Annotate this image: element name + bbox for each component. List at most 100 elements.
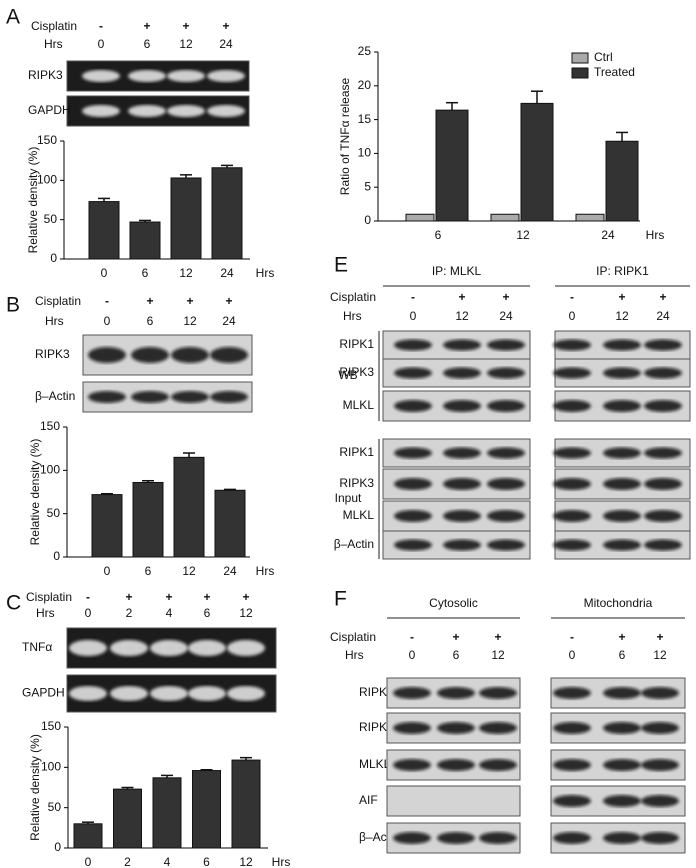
row-label: RIPK3 — [339, 476, 374, 490]
blot-band — [443, 478, 481, 490]
blot-band — [207, 70, 245, 82]
blot-band — [110, 640, 148, 656]
blot-band — [603, 759, 641, 771]
row-label: MLKL — [343, 398, 375, 412]
y-axis-label: Relative density (%) — [28, 439, 42, 546]
blot-band — [394, 367, 432, 379]
time-value: 12 — [491, 648, 505, 662]
blot-band — [641, 722, 679, 734]
blot-band — [487, 447, 525, 459]
bar — [520, 102, 554, 222]
bar — [132, 481, 164, 558]
treatment-sign: + — [182, 19, 189, 33]
blot-band — [443, 339, 481, 351]
time-value: 24 — [656, 309, 670, 323]
blot-band — [393, 832, 431, 844]
x-unit: Hrs — [272, 855, 291, 868]
blot-band — [227, 640, 265, 656]
blot-band — [644, 539, 682, 551]
blot-band — [210, 391, 248, 403]
blot-band — [644, 367, 682, 379]
blot-band — [188, 640, 226, 656]
time-label: Hrs — [44, 37, 63, 51]
blot-band — [394, 539, 432, 551]
time-label: Hrs — [36, 606, 55, 620]
bar — [173, 456, 205, 558]
y-axis-label: Relative density (%) — [28, 734, 42, 841]
blot-band — [641, 795, 679, 807]
time-value: 12 — [615, 309, 629, 323]
blot-band — [69, 640, 107, 656]
blot-band — [393, 687, 431, 699]
blot-band — [644, 339, 682, 351]
y-tick-label: 0 — [53, 549, 60, 563]
y-tick-label: 150 — [41, 719, 61, 733]
blot-band — [479, 832, 517, 844]
bar — [405, 213, 435, 222]
time-label: Hrs — [343, 309, 362, 323]
blot-band — [128, 70, 166, 82]
x-tick-label: 12 — [179, 266, 193, 280]
treatment-sign: - — [99, 19, 103, 33]
time-value: 2 — [126, 606, 133, 620]
x-tick-label: 24 — [223, 564, 237, 578]
row-label: β–Actin — [35, 389, 75, 403]
treatment-sign: + — [452, 630, 459, 644]
y-axis-label: Relative density (%) — [26, 147, 40, 254]
y-tick-label: 100 — [40, 463, 60, 477]
legend-label: Treated — [594, 65, 635, 79]
legend-label: Ctrl — [594, 50, 613, 64]
treatment-sign: + — [203, 590, 210, 604]
blot-band — [128, 105, 166, 117]
panel-letter: F — [334, 588, 347, 611]
row-label: RIPK1 — [359, 720, 394, 734]
y-tick-label: 0 — [364, 213, 371, 227]
blot-band — [487, 510, 525, 522]
blot-band — [437, 722, 475, 734]
blot-band — [394, 447, 432, 459]
x-tick-label: 2 — [124, 855, 131, 868]
treatment-label: Cisplatin — [330, 630, 376, 644]
x-unit: Hrs — [256, 564, 275, 578]
group-title: Mitochondria — [584, 596, 653, 610]
blot-band — [394, 478, 432, 490]
blot-band — [110, 686, 148, 701]
row-label: MLKL — [343, 508, 375, 522]
x-unit: Hrs — [646, 228, 665, 242]
blot-band — [227, 686, 265, 701]
blot-band — [644, 510, 682, 522]
treatment-sign: - — [570, 290, 574, 304]
treatment-sign: + — [222, 19, 229, 33]
legend-swatch — [571, 52, 589, 64]
panel-letter: B — [6, 294, 20, 317]
x-tick-label: 12 — [239, 855, 253, 868]
x-unit: Hrs — [256, 266, 275, 280]
row-label: GAPDH — [28, 103, 71, 117]
time-value: 6 — [147, 314, 154, 328]
y-tick-label: 50 — [48, 800, 62, 814]
treatment-sign: + — [618, 630, 625, 644]
bar — [152, 777, 182, 849]
x-tick-label: 24 — [220, 266, 234, 280]
blot-band — [603, 339, 641, 351]
blot-band — [553, 832, 591, 844]
treatment-sign: + — [165, 590, 172, 604]
blot-band — [393, 759, 431, 771]
time-value: 24 — [219, 37, 233, 51]
blot-band — [393, 722, 431, 734]
blot-band — [487, 539, 525, 551]
treatment-label: Cisplatin — [26, 590, 72, 604]
time-value: 12 — [239, 606, 253, 620]
bar — [435, 109, 469, 222]
treatment-sign: + — [656, 630, 663, 644]
y-tick-label: 150 — [37, 133, 57, 147]
blot-band — [437, 759, 475, 771]
blot-band — [553, 687, 591, 699]
bar — [192, 770, 221, 849]
y-tick-label: 50 — [44, 212, 58, 226]
blot-band — [443, 367, 481, 379]
blot-band — [394, 400, 432, 412]
bar — [575, 213, 605, 222]
blot-band — [188, 686, 226, 701]
